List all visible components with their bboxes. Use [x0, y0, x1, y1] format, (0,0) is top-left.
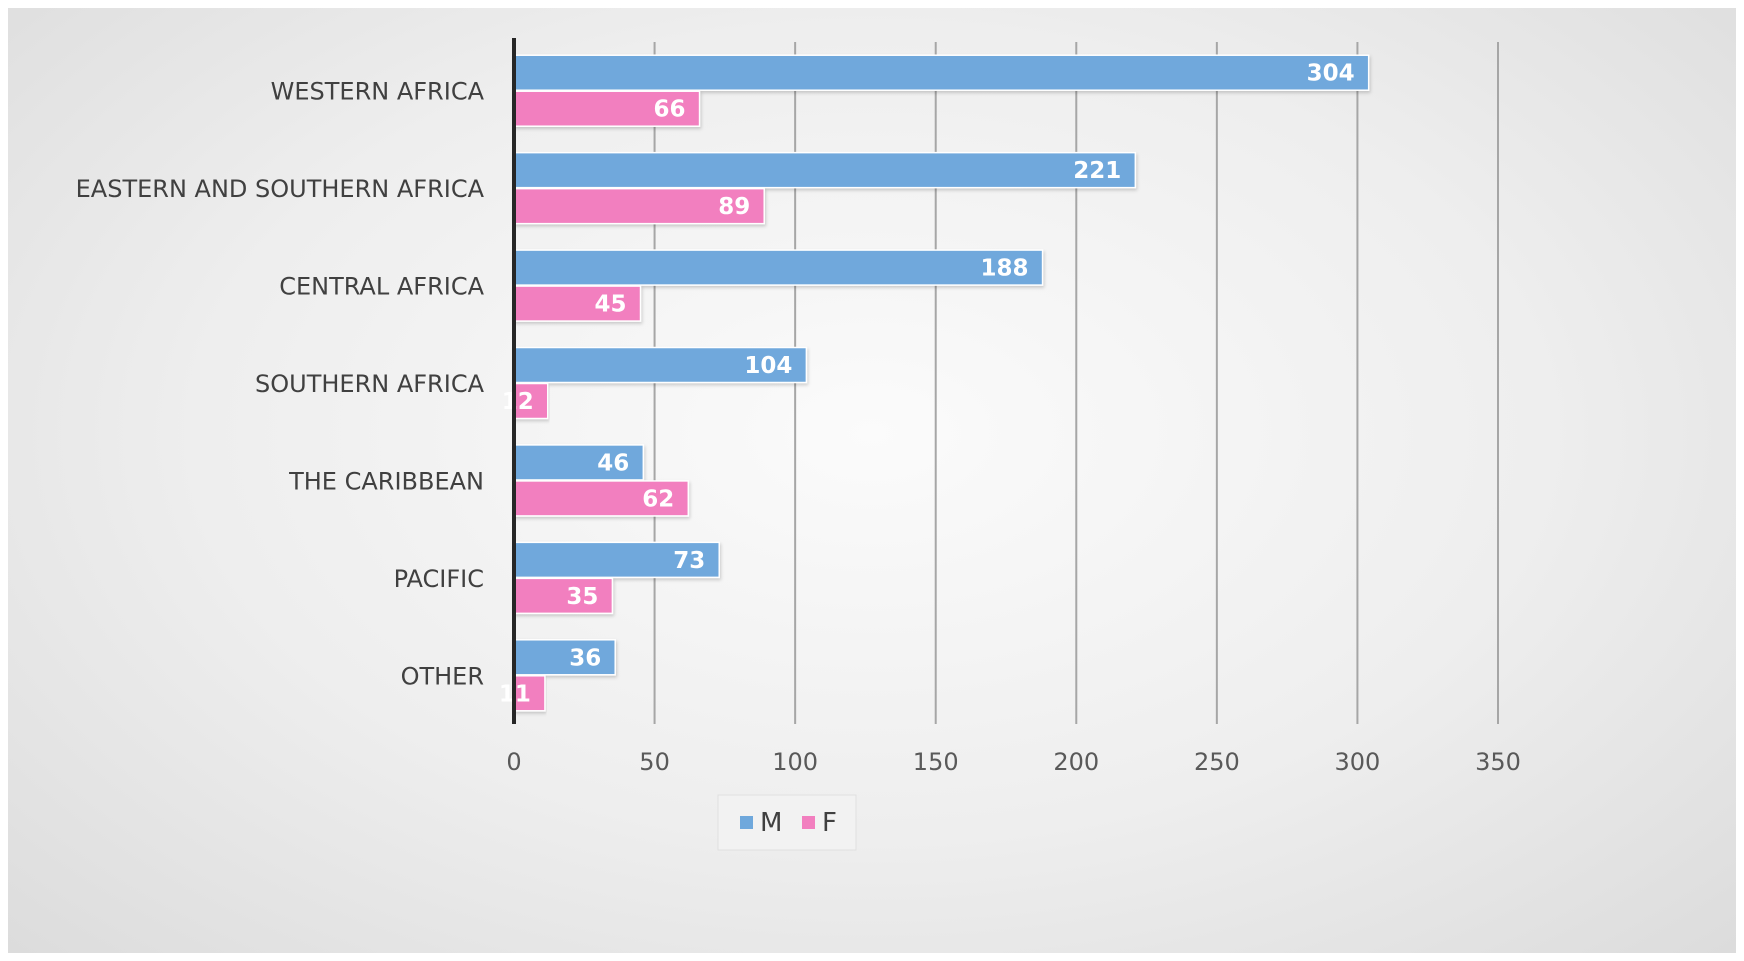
data-label: 304: [1307, 61, 1355, 87]
x-tick-label: 100: [772, 748, 818, 776]
legend-swatch: [802, 816, 815, 829]
bar-f: [513, 382, 549, 420]
legend-label: M: [760, 808, 782, 838]
bar-m: [513, 444, 645, 481]
bar-m: [513, 151, 1137, 189]
bar-f: [513, 480, 690, 517]
category-label: SOUTHERN AFRICA: [255, 370, 485, 398]
legend-label: F: [822, 808, 837, 838]
x-tick-label: 200: [1053, 748, 1099, 776]
category-label: THE CARIBBEAN: [288, 467, 484, 495]
category-label: OTHER: [401, 662, 484, 690]
x-tick-label: 0: [506, 748, 521, 776]
bar-m: [513, 639, 616, 676]
bar-m: [513, 541, 720, 579]
bar-m: [513, 249, 1044, 286]
chart-area: 30466221891884510412466273353611 0501001…: [8, 8, 1736, 953]
data-label: 35: [566, 584, 598, 610]
bar-f: [513, 187, 765, 225]
data-label: 89: [718, 194, 750, 220]
bar-m: [513, 54, 1370, 91]
data-label: 62: [642, 486, 674, 512]
data-label: 73: [673, 548, 705, 574]
data-label: 66: [654, 97, 686, 123]
category-label: WESTERN AFRICA: [271, 78, 485, 106]
x-tick-label: 350: [1475, 748, 1521, 776]
data-label: 45: [594, 292, 626, 318]
data-label: 12: [502, 389, 534, 415]
data-label: 188: [981, 256, 1029, 282]
data-label: 104: [744, 353, 792, 379]
category-label: PACIFIC: [394, 565, 484, 593]
x-tick-label: 300: [1335, 748, 1381, 776]
data-label: 221: [1073, 158, 1121, 184]
bar-f: [513, 285, 642, 322]
x-tick-label: 150: [913, 748, 959, 776]
bar-chart: 30466221891884510412466273353611 0501001…: [76, 38, 1521, 851]
x-tick-label: 50: [639, 748, 670, 776]
x-tick-label: 250: [1194, 748, 1240, 776]
bars: [513, 54, 1370, 712]
category-label: EASTERN AND SOUTHERN AFRICA: [76, 175, 485, 203]
category-label: CENTRAL AFRICA: [279, 273, 484, 301]
data-label: 46: [597, 450, 629, 476]
data-label: 36: [569, 645, 601, 671]
legend-swatch: [740, 816, 753, 829]
axes: 0 50 100 150 200 250 300 350 WESTERN AFRICA EASTE…: [76, 38, 1521, 776]
